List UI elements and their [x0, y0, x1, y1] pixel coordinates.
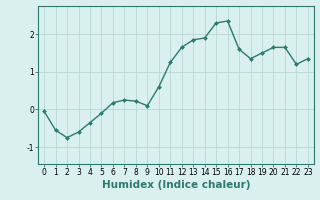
- X-axis label: Humidex (Indice chaleur): Humidex (Indice chaleur): [102, 180, 250, 190]
